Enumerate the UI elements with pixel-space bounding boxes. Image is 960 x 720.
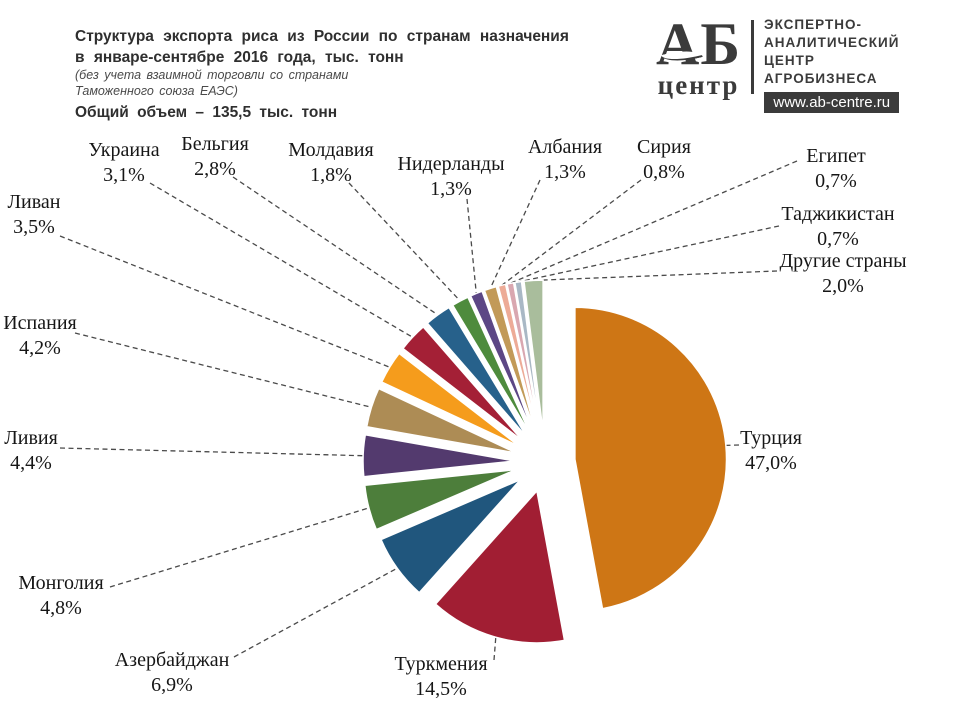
slice-name-Ливан: Ливан [7,191,60,213]
chart-title-line2: в январе-сентябре 2016 года, тыс. тонн [75,49,404,66]
pie-slice-Ливия [362,433,516,478]
leader-line-Нидерланды [466,198,477,294]
chart-note-line1: (без учета взаимной торговли со странами [75,68,349,82]
logo-org-line: АГРОБИЗНЕСА [764,71,878,86]
pie-slice-Ливан [380,352,520,448]
logo: АБ центр ЭКСПЕРТНО- АНАЛИТИЧЕСКИЙ ЦЕНТР … [656,11,900,113]
slice-percent-Монголия: 4,8% [40,597,82,619]
leader-line-Ливия [59,447,364,457]
pie-slice-Туркмения [434,489,566,644]
slice-percent-Албания: 1,3% [544,161,586,183]
leader-line-Азербайджан [233,567,398,658]
slice-percent-Турция: 47,0% [745,452,797,474]
leader-line-Сирия [501,179,642,286]
logo-divider [751,20,754,94]
slice-percent-Нидерланды: 1,3% [430,178,472,200]
slice-percent-Египет: 0,7% [815,170,857,192]
slice-name-Таджикистан: Таджикистан [781,203,894,225]
pie-slice-Испания [365,387,517,454]
pie-slice-Сирия [497,283,539,434]
logo-org-line: ЦЕНТР [764,53,815,68]
slice-percent-Туркмения: 14,5% [415,678,467,700]
logo-org-name: ЭКСПЕРТНО- АНАЛИТИЧЕСКИЙ ЦЕНТР АГРОБИЗНЕ… [764,16,899,88]
chart-total-volume: Общий объем – 135,5 тыс. тонн [75,104,338,121]
slice-name-Другие страны: Другие страны [779,250,906,272]
pie-slice-Египет [506,281,541,433]
leader-line-Ливан [59,235,390,368]
slice-percent-Другие страны: 2,0% [822,275,864,297]
logo-text-block: ЭКСПЕРТНО- АНАЛИТИЧЕСКИЙ ЦЕНТР АГРОБИЗНЕ… [764,16,900,113]
leader-line-Другие страны [533,270,778,282]
slice-name-Албания: Албания [528,136,602,158]
slice-name-Испания: Испания [3,312,77,334]
logo-org-line: ЭКСПЕРТНО- [764,17,862,32]
logo-org-line: АНАЛИТИЧЕСКИЙ [764,35,900,50]
slice-percent-Таджикистан: 0,7% [817,228,859,250]
slice-name-Бельгия: Бельгия [181,133,249,155]
slice-name-Туркмения: Туркмения [394,653,487,675]
slice-percent-Бельгия: 2,8% [194,158,236,180]
slice-name-Египет: Египет [806,145,866,167]
leader-line-Монголия [109,507,370,588]
title-block: Структура экспорта риса из России по стр… [75,26,645,123]
pie-slice-Албания [483,285,537,434]
logo-mark: АБ центр [656,11,741,100]
pie-slice-Турция [574,306,728,610]
pie-slice-Украина [401,325,524,442]
leader-line-Молдавия [348,182,461,302]
slice-name-Молдавия: Молдавия [288,139,373,161]
leader-line-Туркмения [493,637,497,661]
slice-name-Азербайджан: Азербайджан [115,649,230,671]
chart-title-line1: Структура экспорта риса из России по стр… [75,28,569,45]
pie-slice-Азербайджан [380,478,522,594]
pie-slice-Нидерланды [469,290,535,435]
leader-line-Египет [510,160,798,284]
slice-percent-Азербайджан: 6,9% [151,674,193,696]
slice-name-Украина: Украина [88,139,159,161]
slice-percent-Ливия: 4,4% [10,452,52,474]
pie-slice-Бельгия [426,306,528,439]
pie-slice-Таджикистан [514,280,542,433]
pie-slice-Молдавия [451,296,532,436]
slice-percent-Украина: 3,1% [103,164,145,186]
logo-website: www.ab-centre.ru [764,92,900,113]
logo-ab-text: АБ [656,11,741,77]
slice-name-Монголия: Монголия [18,572,103,594]
slice-percent-Ливан: 3,5% [13,216,55,238]
slice-name-Нидерланды: Нидерланды [397,153,504,175]
leader-line-Испания [74,332,372,408]
pie-slice-Другие страны [523,279,544,433]
slice-percent-Молдавия: 1,8% [310,164,352,186]
leader-line-Украина [149,182,413,338]
slice-name-Турция: Турция [740,427,802,449]
leader-line-Таджикистан [518,225,780,283]
leader-line-Албания [489,179,541,289]
chart-note-line2: Таможенного союза ЕАЭС) [75,83,238,98]
leader-line-Бельгия [232,176,439,316]
slice-percent-Испания: 4,2% [19,337,61,359]
pie-slice-Монголия [363,468,517,531]
logo-centr-text: центр [657,70,740,100]
slice-name-Сирия: Сирия [637,136,691,158]
slice-name-Ливия: Ливия [4,427,58,449]
slice-percent-Сирия: 0,8% [643,161,685,183]
